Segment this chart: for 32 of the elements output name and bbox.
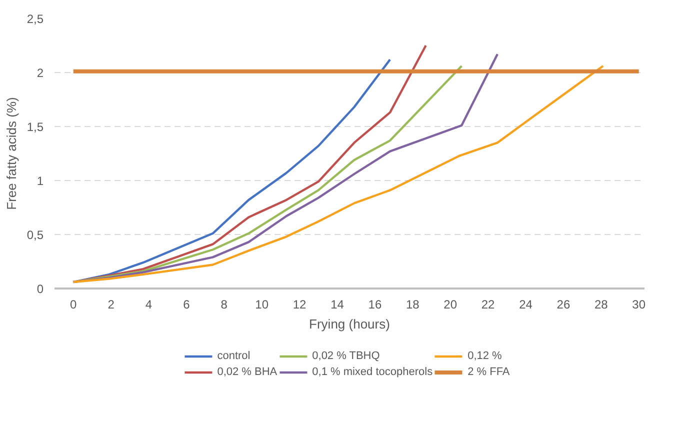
y-tick-label: 0,5 [26, 228, 44, 242]
x-tick-label: 14 [330, 298, 344, 312]
legend-label: 2 % FFA [468, 365, 510, 379]
y-tick-label: 1 [36, 174, 44, 188]
x-tick-label: 2 [108, 298, 115, 312]
legend-label: 0,02 % TBHQ [312, 349, 380, 363]
line-series [72, 44, 427, 284]
x-tick-label: 4 [145, 298, 152, 312]
y-tick-label: 2 [36, 66, 44, 80]
legend-label: 0,1 % mixed tocopherols [312, 365, 433, 379]
x-tick-label: 16 [368, 298, 382, 312]
x-tick-label: 24 [519, 298, 533, 312]
x-tick-label: 22 [481, 298, 496, 312]
x-tick-label: 0 [70, 298, 78, 312]
x-tick-label: 8 [220, 298, 228, 312]
x-axis-title: Frying (hours) [309, 316, 390, 332]
line-series [72, 64, 604, 284]
x-tick-label: 18 [406, 298, 420, 312]
x-tick-label: 26 [556, 298, 570, 312]
x-tick-label: 20 [444, 298, 458, 312]
legend-label: control [217, 349, 250, 363]
legend-label: 0,12 % [468, 349, 502, 363]
x-tick-label: 12 [292, 298, 307, 312]
y-axis-title: Free fatty acids (%) [4, 97, 19, 210]
x-tick-label: 6 [183, 298, 190, 312]
legend-label: 0,02 % BHA [217, 365, 278, 379]
y-tick-label: 1,5 [26, 120, 44, 134]
x-tick-label: 10 [255, 298, 269, 312]
x-tick-label: 28 [594, 298, 608, 312]
y-tick-label: 0 [36, 282, 44, 296]
x-tick-label: 30 [632, 298, 646, 312]
y-tick-label: 2,5 [26, 12, 44, 26]
